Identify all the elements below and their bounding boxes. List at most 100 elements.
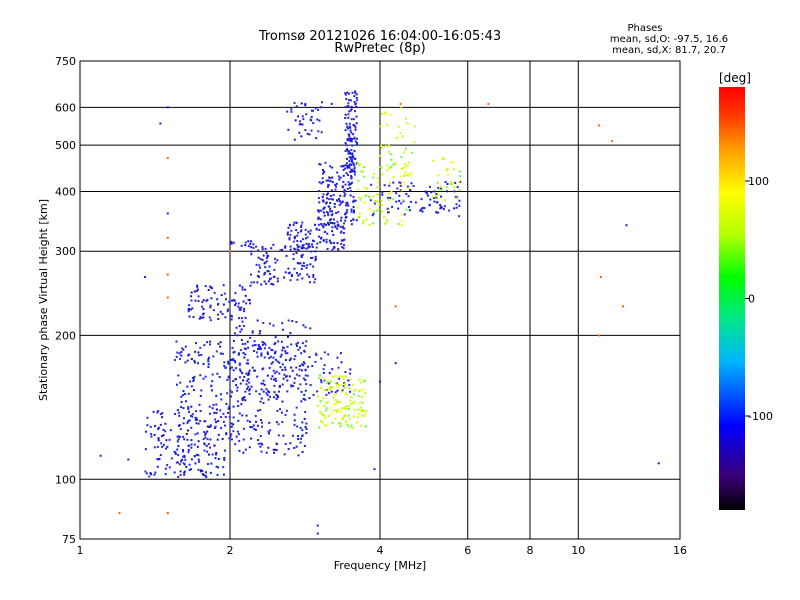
data-point (305, 383, 308, 386)
data-point (201, 301, 204, 304)
data-point (335, 212, 338, 215)
data-point (237, 419, 240, 422)
data-point (355, 93, 358, 96)
data-point (202, 312, 205, 315)
data-point (320, 357, 323, 360)
data-point (202, 438, 205, 441)
data-point (342, 377, 345, 380)
data-point (295, 229, 298, 232)
data-point (318, 235, 321, 238)
data-point (198, 317, 201, 320)
data-point (311, 245, 314, 248)
data-point (312, 265, 315, 268)
data-point (358, 215, 361, 218)
data-point (241, 343, 244, 346)
data-point (186, 421, 189, 424)
data-point (238, 412, 241, 415)
data-point (182, 422, 185, 425)
data-point (597, 334, 600, 337)
data-point (294, 119, 297, 122)
data-point (399, 181, 402, 184)
data-point (423, 207, 426, 210)
data-point (353, 166, 356, 169)
data-point (342, 231, 345, 234)
data-point (248, 299, 251, 302)
data-point (350, 395, 353, 398)
data-point (320, 182, 323, 185)
data-point (301, 115, 304, 118)
data-point (285, 375, 288, 378)
data-point (293, 446, 296, 449)
data-point (337, 400, 340, 403)
data-point (265, 282, 268, 285)
data-point (405, 208, 408, 211)
data-point (235, 326, 238, 329)
data-point (354, 90, 357, 93)
data-point (318, 201, 321, 204)
data-point (312, 240, 315, 243)
data-point (301, 421, 304, 424)
data-point (173, 450, 176, 453)
data-point (251, 344, 254, 347)
data-point (357, 216, 360, 219)
data-point (293, 247, 296, 250)
data-point (266, 254, 269, 257)
data-point (290, 110, 293, 113)
data-point (190, 446, 193, 449)
data-point (319, 400, 322, 403)
data-point (202, 299, 205, 302)
data-point (205, 299, 208, 302)
data-point (188, 353, 191, 356)
data-point (346, 165, 349, 168)
data-point (437, 186, 440, 189)
data-point (330, 189, 333, 192)
data-point (327, 214, 330, 217)
data-point (318, 377, 321, 380)
data-point (370, 183, 373, 186)
x-tick-label: 10 (571, 544, 585, 557)
data-point (347, 165, 350, 168)
data-point (257, 249, 260, 252)
data-point (208, 405, 211, 408)
data-point (347, 92, 350, 95)
data-point (437, 193, 440, 196)
data-point (325, 201, 328, 204)
data-point (287, 448, 290, 451)
data-point (250, 437, 253, 440)
data-point (300, 390, 303, 393)
data-point (329, 221, 332, 224)
colorbar-tick-label: 0 (748, 293, 755, 306)
data-point (445, 169, 448, 172)
data-point (187, 307, 190, 310)
x-tick-labels: 1 2 4 6 8 10 16 (77, 544, 688, 557)
data-point (274, 448, 277, 451)
data-point (299, 225, 302, 228)
data-point (179, 427, 182, 430)
data-point (346, 203, 349, 206)
data-point (304, 410, 307, 413)
data-point (300, 369, 303, 372)
data-point (311, 365, 314, 368)
data-point (348, 387, 351, 390)
data-point (356, 206, 359, 209)
data-point (310, 250, 313, 253)
data-point (349, 368, 352, 371)
data-point (420, 208, 423, 211)
data-point (207, 358, 210, 361)
data-point (344, 375, 347, 378)
data-point (165, 439, 168, 442)
data-point (216, 372, 219, 375)
data-point (186, 385, 189, 388)
data-point (340, 230, 343, 233)
data-point (263, 342, 266, 345)
data-point (314, 257, 317, 260)
data-point (354, 91, 357, 94)
data-point (222, 303, 225, 306)
data-point (356, 143, 359, 146)
data-point (290, 385, 293, 388)
data-point (266, 270, 269, 273)
data-point (388, 144, 391, 147)
data-point (307, 230, 310, 233)
data-point (178, 435, 181, 438)
data-point (353, 199, 356, 202)
